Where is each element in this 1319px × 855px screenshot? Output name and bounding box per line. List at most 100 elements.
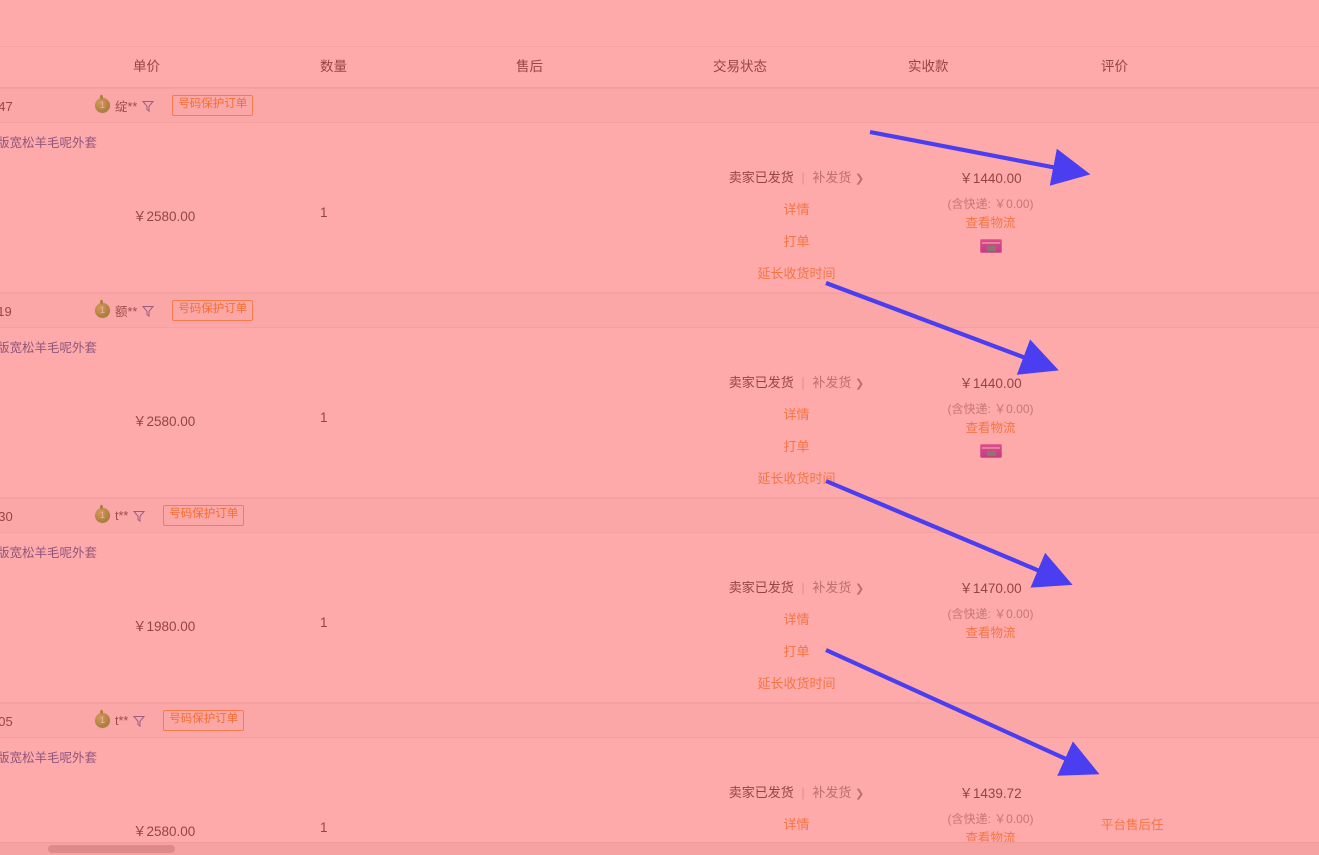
chevron-right-icon[interactable]: ❯ (855, 788, 865, 800)
view-logistics-link[interactable]: 查看物流 (965, 216, 1016, 230)
horizontal-scrollbar[interactable] (0, 842, 1319, 855)
order-header: 创建时间：2024-01-10 20:35:47 1 绽** 号码保护订单 (0, 88, 1319, 123)
transaction-status-cell: 卖家已发货 | 补发货 ❯ 详情 打单 延长收货时间 (699, 738, 894, 843)
order-block: 创建时间：2024-01-10 20:35:47 1 绽** 号码保护订单 (0, 88, 1319, 293)
shipping-prefix: (含快递: (947, 812, 991, 826)
product-footer-note[interactable]: 货 (0, 433, 97, 450)
product-cell: 年秋冬新款高端韩版宽松羊毛呢外套 货 (0, 533, 119, 641)
order-detail-link[interactable]: 详情 (783, 407, 810, 422)
product-title-link[interactable]: 年秋冬新款高端韩版宽松羊毛呢外套 (0, 136, 98, 150)
column-header-quantity: 数量 (320, 59, 347, 74)
received-amount-cell: ￥1470.00 (含快递: ￥0.00) 查看物流 (894, 533, 1087, 652)
table-top-strip (0, 0, 1319, 47)
shipping-suffix: ) (1029, 402, 1034, 416)
shipping-fee-value: ￥0.00 (994, 812, 1030, 826)
status-separator: | (801, 170, 805, 185)
funnel-filter-icon[interactable] (133, 715, 146, 727)
payment-card-icon (979, 444, 1002, 458)
product-title-link[interactable]: 年秋冬新款高端韩版宽松羊毛呢外套 (0, 546, 98, 560)
print-order-link[interactable]: 打单 (783, 644, 810, 659)
number-protection-badge: 号码保护订单 (172, 300, 254, 321)
buyer-nickname[interactable]: t** (115, 713, 129, 728)
vip-level-icon: 1 (95, 508, 110, 523)
product-footer-note[interactable]: 货 (0, 228, 97, 245)
unit-price: ￥1980.00 (133, 619, 196, 634)
order-detail-link[interactable]: 详情 (783, 817, 810, 832)
status-shipped-label: 卖家已发货 (728, 580, 794, 595)
status-separator: | (801, 580, 805, 595)
platform-aftersale-link[interactable]: 平台售后任 (1101, 818, 1164, 832)
buyer-nickname[interactable]: t** (115, 508, 129, 523)
extend-receipt-time-link[interactable]: 延长收货时间 (757, 471, 836, 486)
reship-link[interactable]: 补发货 (812, 580, 852, 595)
shipping-fee-note: (含快递: ￥0.00) (894, 195, 1087, 212)
received-amount: ￥1470.00 (959, 581, 1022, 596)
order-header: 创建时间：2024-01-09 00:59:05 1 t** 号码保护订单 (0, 703, 1319, 738)
order-block: 创建时间：2024-01-10 00:18:30 1 t** 号码保护订单 (0, 498, 1319, 703)
buyer-info[interactable]: 1 t** (95, 713, 146, 728)
number-protection-badge: 号码保护订单 (172, 95, 254, 116)
print-order-link[interactable]: 打单 (783, 439, 810, 454)
horizontal-scrollbar-thumb[interactable] (48, 845, 175, 853)
extend-receipt-time-link[interactable]: 延长收货时间 (757, 676, 836, 691)
column-header-aftersale: 售后 (516, 59, 543, 74)
view-logistics-link[interactable]: 查看物流 (965, 831, 1016, 843)
created-time-value: 2024-01-10 17:11:19 (0, 304, 12, 319)
order-detail-link[interactable]: 详情 (783, 612, 810, 627)
column-header-transaction-status: 交易状态 (713, 59, 767, 74)
order-detail-link[interactable]: 详情 (783, 202, 810, 217)
reship-link[interactable]: 补发货 (812, 375, 852, 390)
status-text: 卖家已发货 | 补发货 ❯ (699, 167, 894, 186)
aftersale-cell (502, 738, 699, 830)
vip-level-icon: 1 (95, 98, 110, 113)
shipping-prefix: (含快递: (947, 607, 991, 621)
transaction-status-cell: 卖家已发货 | 补发货 ❯ 详情 打单 延长收货时间 (699, 123, 894, 292)
product-title-link[interactable]: 年秋冬新款高端韩版宽松羊毛呢外套 (0, 751, 98, 765)
shipping-prefix: (含快递: (947, 197, 991, 211)
number-protection-badge: 号码保护订单 (163, 505, 245, 526)
product-cell: 年秋冬新款高端韩版宽松羊毛呢外套 ：M 货 (0, 123, 119, 255)
funnel-filter-icon[interactable] (142, 100, 155, 112)
shipping-fee-value: ￥0.00 (994, 197, 1030, 211)
buyer-nickname[interactable]: 绽** (115, 100, 138, 114)
order-block: 创建时间：2024-01-10 17:11:19 1 额** 号码保护订单 (0, 293, 1319, 498)
product-spec: ：S (0, 773, 97, 791)
reship-link[interactable]: 补发货 (812, 170, 852, 185)
order-row: 年秋冬新款高端韩版宽松羊毛呢外套 货 ￥1980.00 1 卖家已发货 | (0, 533, 1319, 703)
buyer-info[interactable]: 1 绽** (95, 96, 155, 115)
funnel-filter-icon[interactable] (133, 510, 146, 522)
chevron-right-icon[interactable]: ❯ (855, 173, 865, 185)
reship-link[interactable]: 补发货 (812, 785, 852, 800)
order-header: 创建时间：2024-01-10 00:18:30 1 t** 号码保护订单 (0, 498, 1319, 533)
status-separator: | (801, 785, 805, 800)
product-title-link[interactable]: 年秋冬新款高端韩版宽松羊毛呢外套 (0, 341, 98, 355)
created-time-value: 2024-01-10 00:18:30 (0, 509, 13, 524)
chevron-right-icon[interactable]: ❯ (855, 378, 865, 390)
transaction-status-cell: 卖家已发货 | 补发货 ❯ 详情 打单 延长收货时间 (699, 533, 894, 702)
print-order-link[interactable]: 打单 (783, 234, 810, 249)
buyer-nickname[interactable]: 额** (115, 305, 138, 319)
unit-price: ￥2580.00 (133, 824, 196, 839)
extend-receipt-time-link[interactable]: 延长收货时间 (757, 266, 836, 281)
column-header-rating: 评价 (1101, 59, 1128, 74)
order-header: 创建时间：2024-01-10 17:11:19 1 额** 号码保护订单 (0, 293, 1319, 328)
view-logistics-link[interactable]: 查看物流 (965, 626, 1016, 640)
order-row: 年秋冬新款高端韩版宽松羊毛呢外套 ：S 货 ￥2580.00 1 卖家已发货 | (0, 328, 1319, 498)
created-time-value: 2024-01-10 20:35:47 (0, 99, 13, 114)
order-created-time: 创建时间：2024-01-10 17:11:19 (0, 301, 87, 320)
buyer-info[interactable]: 1 额** (95, 301, 155, 320)
status-shipped-label: 卖家已发货 (728, 170, 794, 185)
order-row: 年秋冬新款高端韩版宽松羊毛呢外套 ：M 货 ￥2580.00 1 卖家已发货 | (0, 123, 1319, 293)
shipping-suffix: ) (1029, 812, 1034, 826)
product-footer-note[interactable]: 货 (0, 614, 97, 631)
aftersale-cell (502, 123, 699, 215)
shipping-fee-note: (含快递: ￥0.00) (894, 605, 1087, 622)
status-separator: | (801, 375, 805, 390)
shipping-fee-value: ￥0.00 (994, 607, 1030, 621)
buyer-info[interactable]: 1 t** (95, 508, 146, 523)
funnel-filter-icon[interactable] (142, 305, 155, 317)
chevron-right-icon[interactable]: ❯ (855, 583, 865, 595)
view-logistics-link[interactable]: 查看物流 (965, 421, 1016, 435)
